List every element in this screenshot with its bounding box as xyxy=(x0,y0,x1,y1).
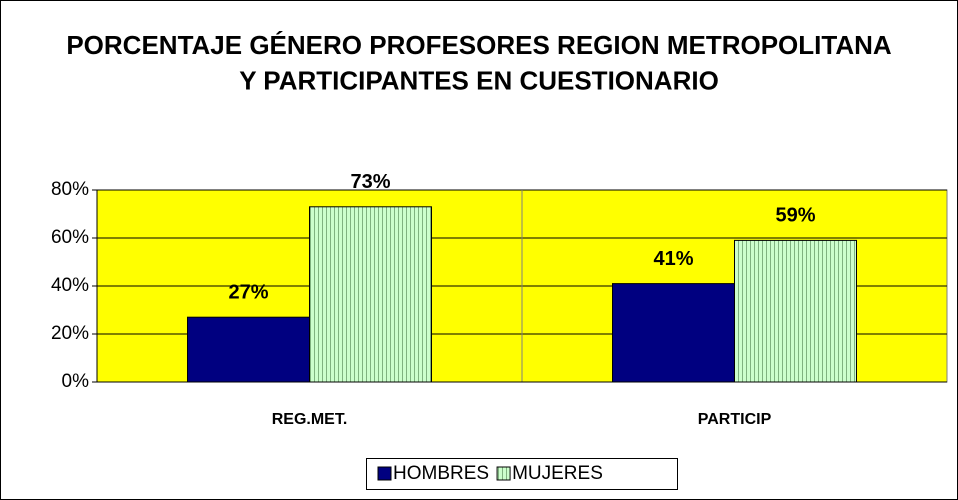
data-label: 27% xyxy=(228,281,268,303)
y-tick-label: 80% xyxy=(51,179,89,200)
data-label: 41% xyxy=(653,248,693,270)
x-tick-label: PARTICIP xyxy=(698,411,772,428)
legend-swatch xyxy=(377,466,392,481)
y-tick-label: 0% xyxy=(62,371,90,392)
x-tick-label: REG.MET. xyxy=(272,411,348,428)
data-label: 59% xyxy=(775,205,815,227)
bar xyxy=(187,316,310,383)
legend-label: MUJERES xyxy=(512,463,603,484)
bar xyxy=(734,239,857,383)
y-tick-label: 60% xyxy=(51,227,89,248)
y-tick-label: 40% xyxy=(51,275,89,296)
legend-swatch xyxy=(496,466,511,481)
y-tick-label: 20% xyxy=(51,323,89,344)
bar xyxy=(612,283,735,383)
legend-label: HOMBRES xyxy=(393,463,489,484)
chart-title: PORCENTAJE GÉNERO PROFESORES REGION METR… xyxy=(66,30,892,96)
bar xyxy=(309,206,432,383)
legend-box xyxy=(366,458,678,490)
data-label: 73% xyxy=(350,171,390,193)
